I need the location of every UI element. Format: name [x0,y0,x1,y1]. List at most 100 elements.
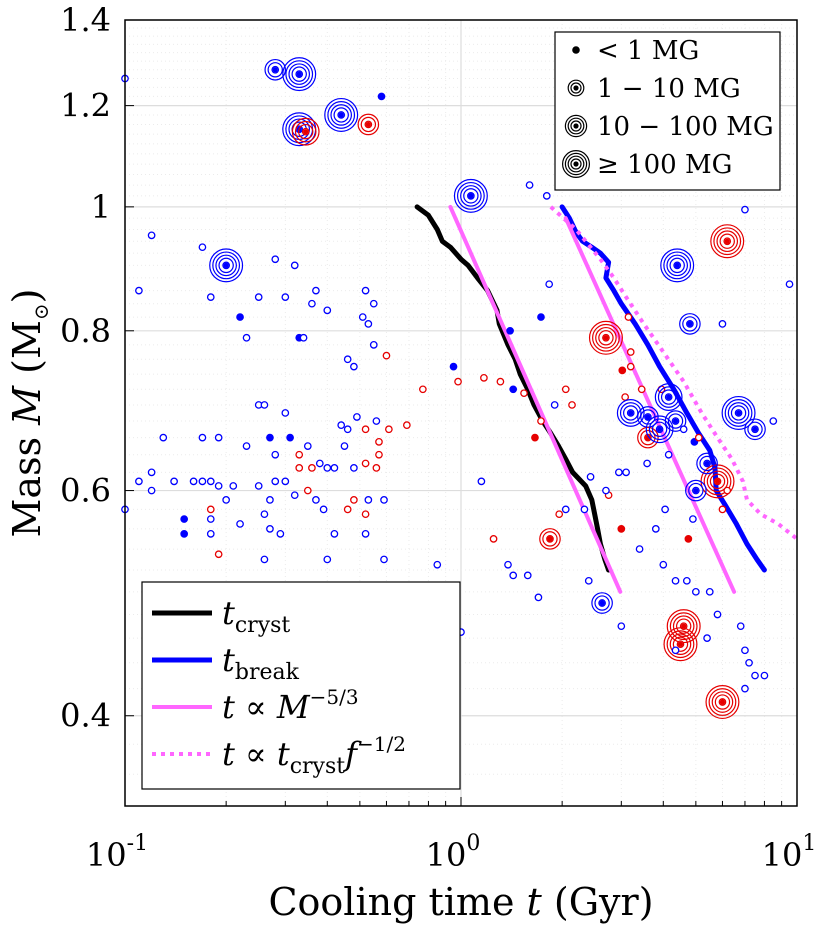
data-point [375,450,383,459]
star-core [312,286,320,295]
field-legend-entry: ≥ 100 MG [561,150,732,180]
data-point [281,293,290,301]
field-ring [705,685,740,720]
data-point [350,362,358,371]
field-ring [660,248,695,283]
data-point [664,450,673,459]
data-point [380,555,388,564]
field-ring [619,402,642,424]
star-core [189,477,198,486]
field-legend-label: ≥ 100 MG [597,150,732,180]
star-core [206,530,215,538]
line-legend-entry: tbreak [152,641,300,685]
data-point [586,472,595,481]
y-tick-label: 0.8 [60,312,111,350]
star-core [785,280,794,289]
star-core-fill [735,410,742,416]
star-core [281,293,290,301]
data-point [509,571,518,580]
star-core [206,505,215,514]
star-core [350,464,358,472]
star-core [561,385,570,394]
data-point [584,576,593,585]
star-core [626,348,635,356]
data-point [542,192,551,200]
data-point [206,293,215,301]
data-point [769,417,778,425]
star-core [236,313,244,321]
data-point [295,450,304,459]
data-point [170,477,178,486]
data-point [281,477,290,486]
data-point [229,482,238,490]
data-point [385,425,393,434]
field-legend-label: 1 − 10 MG [597,74,741,104]
legend-ring [567,155,585,173]
y-tick-label: 0.6 [60,472,111,510]
data-point [361,286,370,295]
star-core [286,433,294,442]
star-core [229,482,238,490]
star-core [534,593,543,602]
data-point [198,243,207,252]
data-point [561,505,570,514]
star-core-fill [704,460,710,467]
star-core [525,181,534,189]
data-point [700,464,735,499]
data-point [615,468,623,477]
data-point [361,425,370,434]
star-core [260,510,269,519]
data-point [504,560,512,569]
data-point [666,609,701,644]
data-point [718,320,727,328]
data-point [723,486,732,495]
star-core [550,401,559,409]
star-core-fill [272,67,278,73]
star-core [361,286,370,295]
star-core [303,442,312,450]
data-point [286,433,294,442]
legend-ring [567,117,585,135]
data-point [744,418,766,441]
star-core [509,385,518,394]
star-core [561,505,570,514]
field-ring [663,251,692,280]
data-point [312,496,320,504]
star-core [741,684,749,693]
field-ring [294,120,317,143]
data-point [380,496,388,504]
field-legend-entry: 1 − 10 MG [567,74,741,104]
star-core [271,255,280,264]
data-point [525,181,534,189]
data-point [659,560,668,569]
data-point [760,671,769,680]
star-core [537,417,545,425]
data-point [496,377,505,386]
field-ring [463,188,479,204]
star-core [520,389,528,398]
data-point [710,224,745,259]
data-point [330,530,339,538]
star-core [330,530,339,538]
star-core [198,433,207,442]
data-point [198,477,207,486]
field-ring [709,473,726,490]
data-point [626,348,635,356]
star-core [568,401,576,409]
star-core [509,571,518,580]
data-point [705,685,740,720]
data-point [671,646,680,655]
legend-ring [570,158,582,170]
data-point [214,433,223,442]
star-core [147,468,156,477]
star-core-fill [656,426,663,432]
data-point [637,385,646,394]
data-point [580,505,589,514]
data-point [419,385,427,394]
star-core [671,576,680,585]
data-point [357,113,380,136]
line-legend-entry: tcryst [152,594,290,638]
series-scaled [549,205,799,541]
